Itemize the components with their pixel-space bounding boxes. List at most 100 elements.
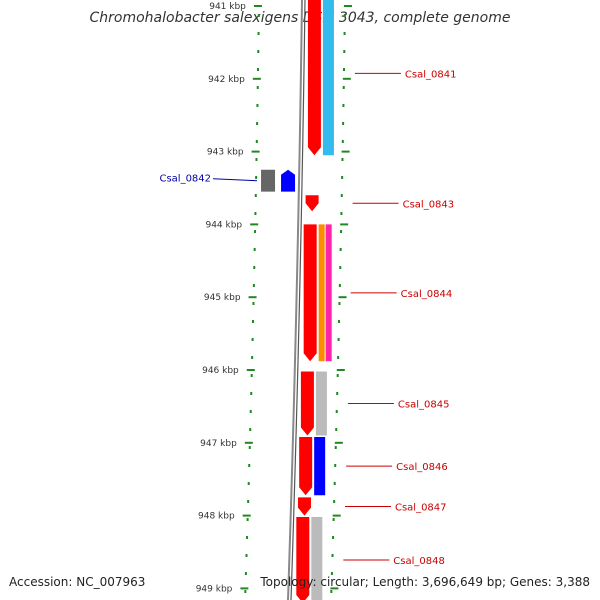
guide-dot-right	[333, 482, 336, 485]
gene-label-csal_0847[interactable]: Csal_0847	[395, 503, 447, 514]
guide-dot-right	[330, 590, 333, 593]
gene-feature-block[interactable]	[314, 436, 326, 496]
tick-mark-left	[244, 441, 253, 444]
guide-dot-left	[257, 50, 260, 53]
guide-dot-left	[246, 536, 249, 539]
guide-dot-right	[330, 572, 333, 575]
guide-dot-right	[335, 428, 338, 431]
guide-dot-right	[335, 410, 338, 413]
gene-leader-line	[213, 178, 258, 182]
tick-mark-right	[330, 587, 339, 590]
gene-csal_0848[interactable]	[296, 517, 323, 600]
guide-dot-left	[247, 500, 250, 503]
guide-dot-right	[341, 176, 344, 179]
backbone-line-inner	[290, 0, 306, 600]
axis-ticks: 941 kbp 942 kbp 943 kbp 944 kbp 945 kbp 946 k…	[196, 2, 352, 594]
guide-dot-right	[342, 122, 345, 125]
guide-dot-left	[251, 356, 254, 359]
guide-dot-left	[244, 590, 247, 593]
accession-text: Accession: NC_007963	[9, 575, 146, 589]
gene-feature-block[interactable]	[318, 224, 325, 362]
guide-dot-right	[338, 320, 341, 323]
gene-csal_0842[interactable]	[261, 169, 296, 192]
gene-feature-block[interactable]	[299, 436, 313, 496]
tick-label: 944 kbp	[205, 220, 242, 230]
gene-label-csal_0845[interactable]: Csal_0845	[398, 399, 450, 410]
guide-dot-right	[341, 158, 344, 161]
tick-label: 949 kbp	[196, 584, 233, 594]
guide-dot-left	[256, 86, 259, 89]
gene-label-csal_0846[interactable]: Csal_0846	[396, 462, 448, 473]
tick-mark-left	[240, 587, 249, 590]
tick-mark-right	[341, 150, 350, 153]
guide-dot-right	[338, 284, 341, 287]
tick-mark-left	[253, 5, 262, 7]
genome-summary-text: Topology: circular; Length: 3,696,649 bp…	[260, 575, 590, 589]
guide-dot-left	[252, 302, 255, 305]
genome-backbone	[287, 0, 306, 600]
tick-label: 942 kbp	[208, 75, 245, 85]
gene-feature-block[interactable]	[305, 195, 319, 212]
guide-dot-left	[246, 518, 249, 521]
guide-dot-left	[252, 320, 255, 323]
tick-mark-right	[338, 296, 347, 299]
guide-dot-right	[342, 86, 345, 89]
guide-dot-right	[341, 140, 344, 143]
guide-dot-left	[254, 194, 257, 197]
guide-dot-right	[339, 266, 342, 269]
tick-mark-left	[248, 296, 257, 299]
gene-label-csal_0843[interactable]: Csal_0843	[403, 199, 455, 210]
guide-dot-right	[340, 230, 343, 233]
gene-feature-block[interactable]	[297, 497, 311, 516]
guide-dot-right	[332, 518, 335, 521]
tick-label: 946 kbp	[202, 366, 239, 376]
guide-dot-left	[249, 410, 252, 413]
guide-dot-right	[339, 248, 342, 251]
guide-dot-right	[338, 302, 341, 305]
gene-csal_0841[interactable]	[307, 0, 334, 156]
guide-dot-left	[254, 212, 257, 215]
gene-csal_0845[interactable]	[300, 371, 327, 436]
gene-csal_0846[interactable]	[299, 436, 326, 496]
gene-feature-block[interactable]	[322, 0, 334, 156]
gene-feature-block[interactable]	[311, 517, 323, 600]
gene-csal_0847[interactable]	[297, 497, 311, 516]
guide-dot-right	[343, 68, 346, 71]
guide-dot-left	[253, 248, 256, 251]
gene-features[interactable]	[261, 0, 334, 600]
guide-dot-left	[254, 230, 257, 233]
gene-label-csal_0844[interactable]: Csal_0844	[401, 289, 453, 300]
guide-dot-left	[245, 554, 248, 557]
guide-dot-right	[337, 356, 340, 359]
guide-dot-left	[255, 176, 258, 179]
guide-dot-left	[248, 446, 251, 449]
guide-dot-left	[247, 482, 250, 485]
guide-dot-left	[257, 32, 260, 35]
gene-label-csal_0842[interactable]: Csal_0842	[159, 174, 211, 185]
tick-label: 943 kbp	[207, 148, 244, 158]
gene-feature-block[interactable]	[307, 0, 321, 156]
guide-dot-right	[334, 464, 337, 467]
gene-feature-block[interactable]	[261, 169, 276, 192]
guide-dot-left	[248, 464, 251, 467]
gene-feature-block[interactable]	[303, 224, 317, 362]
guide-dot-left	[253, 266, 256, 269]
gene-feature-block[interactable]	[300, 371, 314, 436]
tick-mark-left	[252, 77, 261, 80]
gene-feature-block[interactable]	[325, 224, 332, 362]
guide-dot-left	[250, 374, 253, 377]
gene-label-csal_0848[interactable]: Csal_0848	[393, 556, 445, 567]
gene-feature-block[interactable]	[315, 371, 327, 436]
gene-labels[interactable]: Csal_0841 Csal_0842 Csal_0843 Csal_0844 Csal…	[159, 69, 456, 567]
tick-mark-right	[334, 441, 343, 444]
guide-dot-left	[255, 140, 258, 143]
gene-csal_0844[interactable]	[303, 224, 332, 362]
tick-mark-right	[336, 369, 345, 371]
guide-dot-right	[340, 194, 343, 197]
gene-feature-block[interactable]	[296, 517, 310, 600]
gene-feature-block[interactable]	[281, 169, 296, 192]
gene-csal_0843[interactable]	[305, 195, 319, 212]
gene-label-csal_0841[interactable]: Csal_0841	[405, 69, 457, 80]
guide-dot-right	[331, 554, 334, 557]
